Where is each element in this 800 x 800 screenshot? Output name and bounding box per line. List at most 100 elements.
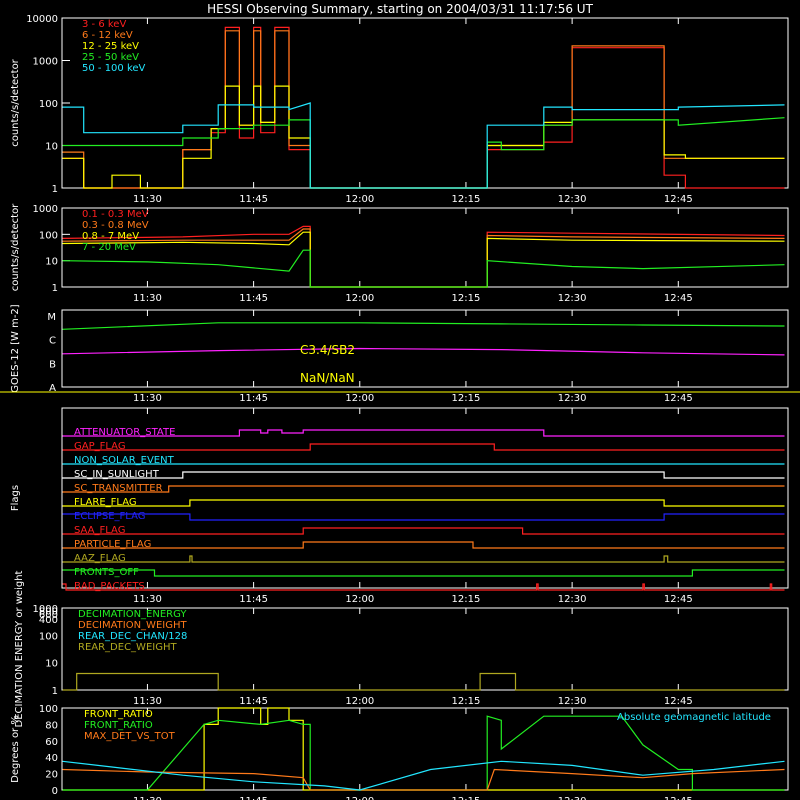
y-tick-label: 1000: [33, 57, 58, 68]
y-tick-label: 100: [39, 99, 58, 110]
time-tick-label: 11:45: [239, 796, 268, 800]
time-tick-label: 11:30: [133, 293, 162, 304]
time-tick-label: 11:30: [133, 393, 162, 404]
flag-line: [62, 471, 785, 479]
time-tick-label: 12:15: [452, 194, 481, 205]
flag-line: [62, 429, 785, 437]
time-tick-label: 11:30: [133, 194, 162, 205]
decimation-panel: 11:30 11:45 12:00 12:15 12:30 12:45 1 10 100 4006…: [14, 570, 789, 727]
legend-entry: DECIMATION_WEIGHT: [78, 620, 187, 631]
legend-entry: 50 - 100 keV: [82, 63, 146, 74]
goes-nan-annotation: NaN/NaN: [300, 371, 355, 385]
flag-line: [62, 443, 785, 451]
y-tick-label: 600: [39, 610, 58, 621]
legend-entry: 7 - 20 MeV: [82, 242, 136, 253]
flag-label: NON_SOLAR_EVENT: [74, 455, 175, 466]
legend-entry: 0.3 - 0.8 MeV: [82, 220, 149, 231]
flag-label: BAD_PACKETS: [74, 581, 145, 592]
time-tick-label: 12:15: [452, 393, 481, 404]
y-axis-label: counts/s/detector: [10, 203, 21, 291]
flag-line: [62, 583, 785, 591]
time-tick-label: 12:30: [558, 594, 587, 605]
y-tick-label: 1000: [33, 204, 58, 215]
flag-line: [62, 569, 785, 577]
legend-entry: DECIMATION_ENERGY: [78, 609, 187, 620]
y-tick-label: 60: [45, 737, 58, 748]
y-tick-label: 1: [52, 283, 58, 294]
series-line: [62, 228, 785, 288]
flag-label: SAA_FLAG: [74, 525, 125, 536]
geomag-latitude-annotation: Absolute geomagnetic latitude: [617, 712, 771, 723]
legend-entry: MAX_DET_VS_TOT: [84, 731, 176, 742]
time-tick-label: 11:30: [133, 796, 162, 800]
time-tick-label: 12:45: [664, 696, 693, 707]
chart-title: HESSI Observing Summary, starting on 200…: [207, 2, 593, 16]
flag-label: SC_TRANSMITTER: [74, 483, 163, 494]
series-line: [62, 672, 785, 691]
y-tick-label: M: [47, 312, 56, 323]
time-tick-label: 11:45: [239, 194, 268, 205]
flags-frame: [61, 407, 789, 589]
time-tick-label: 11:30: [133, 594, 162, 605]
flag-line: [62, 499, 785, 507]
legend-entry: 6 - 12 keV: [82, 30, 133, 41]
time-tick-label: 11:30: [133, 696, 162, 707]
flag-label: PARTICLE_FLAG: [74, 539, 151, 550]
time-tick-label: 12:15: [452, 696, 481, 707]
y-tick-label: 10: [45, 142, 58, 153]
flags-panel: 11:30 11:45 12:00 12:15 12:30 12:45 Flags ATTEN…: [10, 407, 789, 605]
flag-line: [62, 527, 785, 535]
flag-label: ATTENUATOR_STATE: [74, 427, 175, 438]
legend-entry: REAR_DEC_WEIGHT: [78, 642, 177, 653]
ratio-panel: 11:30 11:45 12:00 12:15 12:30 12:45 0 20 40 60 80 1…: [10, 704, 789, 800]
y-tick-label: 0: [52, 786, 58, 797]
y-tick-label: B: [49, 359, 56, 370]
y-tick-label: 100: [39, 230, 58, 241]
legend-entry: FRONT_RATIO: [84, 709, 153, 720]
legend-entry: 25 - 50 keV: [82, 52, 139, 63]
y-tick-label: 100: [39, 704, 58, 715]
legend-entry: 3 - 6 keV: [82, 19, 126, 30]
time-tick-label: 11:45: [239, 696, 268, 707]
y-axis-label: counts/s/detector: [10, 58, 21, 146]
series-line: [62, 102, 785, 189]
y-tick-label: 1: [52, 686, 58, 697]
y-axis-label: GOES-12 [W m-2]: [10, 304, 21, 392]
legend-entry: 0.1 - 0.3 MeV: [82, 209, 149, 220]
time-tick-label: 12:45: [664, 594, 693, 605]
time-tick-label: 12:45: [664, 293, 693, 304]
time-tick-label: 12:45: [664, 194, 693, 205]
series-line: [62, 249, 785, 288]
y-tick-label: 1000: [33, 604, 58, 615]
y-tick-label: 400: [39, 615, 58, 626]
y-tick-label: 20: [45, 770, 58, 781]
panels: 11:30 11:45 12:00 12:15 12:30 12:451101001000…: [0, 14, 800, 800]
time-tick-label: 11:45: [239, 293, 268, 304]
y-tick-label: 100: [39, 631, 58, 642]
time-tick-label: 12:15: [452, 796, 481, 800]
time-tick-label: 12:45: [664, 796, 693, 800]
time-tick-label: 12:30: [558, 393, 587, 404]
series-line: [62, 715, 785, 791]
y-tick-label: 10000: [26, 14, 58, 25]
legend-entry: 12 - 25 keV: [82, 41, 139, 52]
series-line: [62, 768, 785, 791]
flag-label: FRONTS_OFF: [74, 567, 139, 578]
y-tick-label: A: [49, 383, 56, 394]
y-axis-label: Degrees or %: [10, 715, 21, 783]
time-tick-label: 12:00: [345, 796, 374, 800]
flag-line: [62, 485, 785, 493]
series-line: [62, 225, 785, 288]
lightcurve-panel: 11:30 11:45 12:00 12:15 12:30 12:45 1 10 100 1000…: [10, 14, 789, 205]
high-energy-panel: 11:30 11:45 12:00 12:15 12:30 12:45 1 10 100 1000…: [10, 203, 789, 304]
y-tick-label: 800: [39, 607, 58, 618]
time-tick-label: 11:45: [239, 393, 268, 404]
y-axis-label: Flags: [10, 485, 21, 511]
time-tick-label: 12:30: [558, 293, 587, 304]
series-line: [62, 231, 785, 288]
legend-entry: REAR_DEC_CHAN/128: [78, 631, 187, 642]
flag-label: ECLIPSE_FLAG: [74, 511, 145, 522]
time-tick-label: 12:30: [558, 194, 587, 205]
